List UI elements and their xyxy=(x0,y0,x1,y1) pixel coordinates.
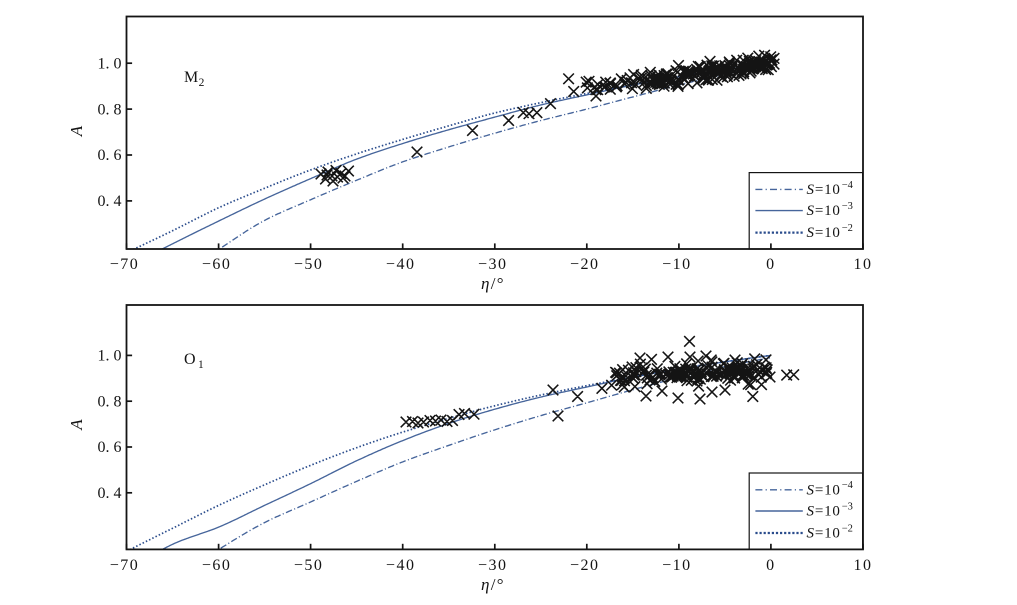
svg-text:10: 10 xyxy=(854,557,873,574)
svg-text:0. 8: 0. 8 xyxy=(98,101,122,118)
svg-text:2: 2 xyxy=(199,77,205,89)
svg-text:S=10: S=10 xyxy=(807,526,841,542)
svg-text:0. 8: 0. 8 xyxy=(98,393,122,410)
svg-text:−70: −70 xyxy=(110,256,140,273)
svg-text:0: 0 xyxy=(766,256,776,273)
svg-text:0. 4: 0. 4 xyxy=(98,193,122,210)
svg-text:η/°: η/° xyxy=(481,274,505,293)
svg-text:−60: −60 xyxy=(202,557,232,574)
svg-text:1. 0: 1. 0 xyxy=(98,55,122,72)
svg-text:−50: −50 xyxy=(294,557,324,574)
svg-text:0: 0 xyxy=(766,557,776,574)
svg-text:S=10: S=10 xyxy=(807,225,841,241)
svg-text:−20: −20 xyxy=(570,557,600,574)
svg-text:−10: −10 xyxy=(662,557,692,574)
svg-text:−4: −4 xyxy=(842,180,854,191)
svg-text:−10: −10 xyxy=(662,256,692,273)
svg-text:M: M xyxy=(184,69,198,86)
svg-text:10: 10 xyxy=(854,256,873,273)
svg-text:S=10: S=10 xyxy=(807,182,841,198)
svg-text:η/°: η/° xyxy=(481,575,505,594)
svg-text:1: 1 xyxy=(198,359,204,371)
svg-text:S=10: S=10 xyxy=(807,504,841,520)
svg-text:0. 6: 0. 6 xyxy=(98,147,122,164)
svg-text:−20: −20 xyxy=(570,256,600,273)
svg-text:−3: −3 xyxy=(842,501,853,512)
svg-text:O: O xyxy=(184,351,196,368)
svg-text:−30: −30 xyxy=(478,557,508,574)
svg-text:0. 4: 0. 4 xyxy=(98,485,122,502)
svg-text:−40: −40 xyxy=(386,256,416,273)
svg-text:−40: −40 xyxy=(386,557,416,574)
svg-text:−2: −2 xyxy=(842,523,853,534)
svg-text:−30: −30 xyxy=(478,256,508,273)
svg-text:−70: −70 xyxy=(110,557,140,574)
svg-text:S=10: S=10 xyxy=(807,203,841,219)
svg-text:A: A xyxy=(67,125,86,137)
svg-text:−4: −4 xyxy=(842,480,854,491)
svg-text:−60: −60 xyxy=(202,256,232,273)
svg-text:−50: −50 xyxy=(294,256,324,273)
svg-text:−3: −3 xyxy=(842,201,853,212)
svg-text:S=10: S=10 xyxy=(807,482,841,498)
svg-text:1. 0: 1. 0 xyxy=(98,348,122,365)
svg-text:−2: −2 xyxy=(842,223,853,234)
svg-text:A: A xyxy=(67,419,86,431)
svg-text:0. 6: 0. 6 xyxy=(98,439,122,456)
